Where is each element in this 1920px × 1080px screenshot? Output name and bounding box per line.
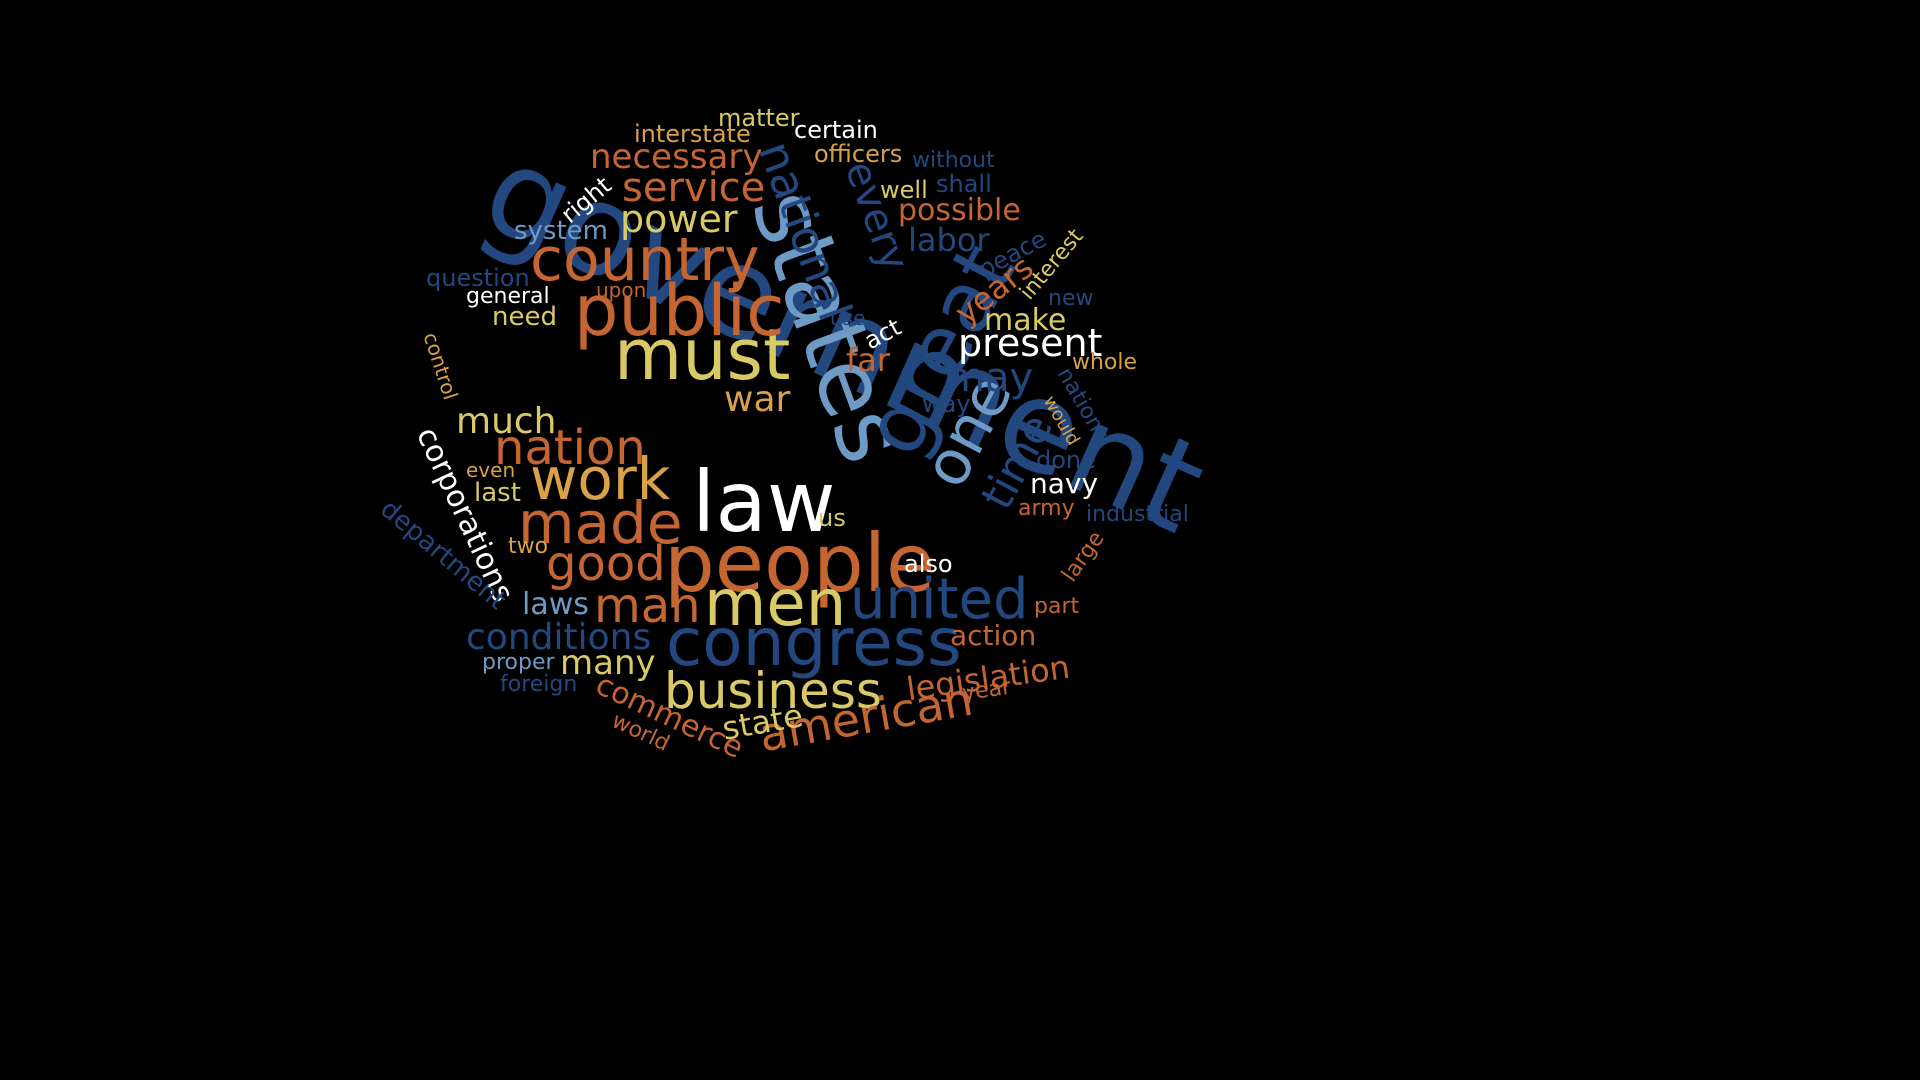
word-war: war bbox=[724, 379, 791, 420]
word-congress: congress bbox=[666, 604, 962, 681]
word-foreign: foreign bbox=[500, 672, 578, 697]
word-nation: nation bbox=[494, 420, 646, 476]
word-good: good bbox=[546, 536, 666, 592]
word-interstate: interstate bbox=[634, 120, 751, 148]
word-officers: officers bbox=[814, 140, 903, 168]
word-must: must bbox=[614, 314, 791, 396]
word-whole: whole bbox=[1072, 350, 1138, 375]
word-last: last bbox=[474, 478, 521, 508]
word-even: even bbox=[466, 458, 516, 482]
word-action: action bbox=[950, 619, 1037, 652]
word-new: new bbox=[1048, 286, 1094, 311]
word-well: well bbox=[880, 176, 928, 204]
word-made: made bbox=[518, 489, 683, 557]
word-public: public bbox=[574, 270, 785, 352]
word-men: men bbox=[704, 567, 847, 641]
word-service: service bbox=[622, 165, 766, 211]
word-done: done bbox=[1036, 446, 1096, 474]
word-country: country bbox=[530, 225, 760, 295]
word-general: general bbox=[466, 284, 550, 309]
word-present: present bbox=[958, 321, 1103, 365]
word-work: work bbox=[530, 445, 671, 513]
word-year: year bbox=[960, 674, 1013, 707]
word-law: law bbox=[692, 453, 836, 551]
word-need: need bbox=[492, 302, 557, 332]
word-necessary: necessary bbox=[590, 137, 763, 177]
word-large: large bbox=[1057, 526, 1110, 587]
word-conditions: conditions bbox=[466, 617, 652, 658]
word-system: system bbox=[514, 216, 608, 246]
word-man: man bbox=[594, 578, 701, 634]
word-proper: proper bbox=[482, 650, 555, 675]
word-us: us bbox=[818, 504, 846, 532]
word-shall: shall bbox=[936, 170, 992, 198]
word-power: power bbox=[620, 197, 738, 241]
word-may: may bbox=[946, 355, 1034, 401]
word-navy: navy bbox=[1030, 467, 1099, 500]
word-way: way bbox=[922, 390, 971, 418]
word-question: question bbox=[426, 264, 530, 292]
word-upon: upon bbox=[596, 278, 647, 302]
word-people: people bbox=[664, 517, 936, 610]
word-part: part bbox=[1034, 594, 1080, 619]
word-two: two bbox=[508, 534, 549, 559]
word-without: without bbox=[912, 148, 995, 173]
word-make: make bbox=[984, 303, 1067, 338]
word-army: army bbox=[1018, 496, 1075, 521]
word-possible: possible bbox=[898, 193, 1021, 228]
word-matter: matter bbox=[718, 104, 800, 132]
word-labor: labor bbox=[908, 221, 990, 259]
word-united: united bbox=[850, 567, 1029, 632]
word-many: many bbox=[560, 643, 656, 683]
word-also: also bbox=[904, 550, 953, 578]
word-business: business bbox=[664, 662, 882, 720]
word-control: control bbox=[418, 329, 463, 403]
word-use: use bbox=[830, 306, 866, 330]
word-much: much bbox=[456, 401, 557, 442]
word-laws: laws bbox=[522, 587, 589, 622]
word-far: far bbox=[846, 341, 891, 379]
word-certain: certain bbox=[794, 116, 878, 144]
word-industrial: industrial bbox=[1086, 502, 1189, 527]
